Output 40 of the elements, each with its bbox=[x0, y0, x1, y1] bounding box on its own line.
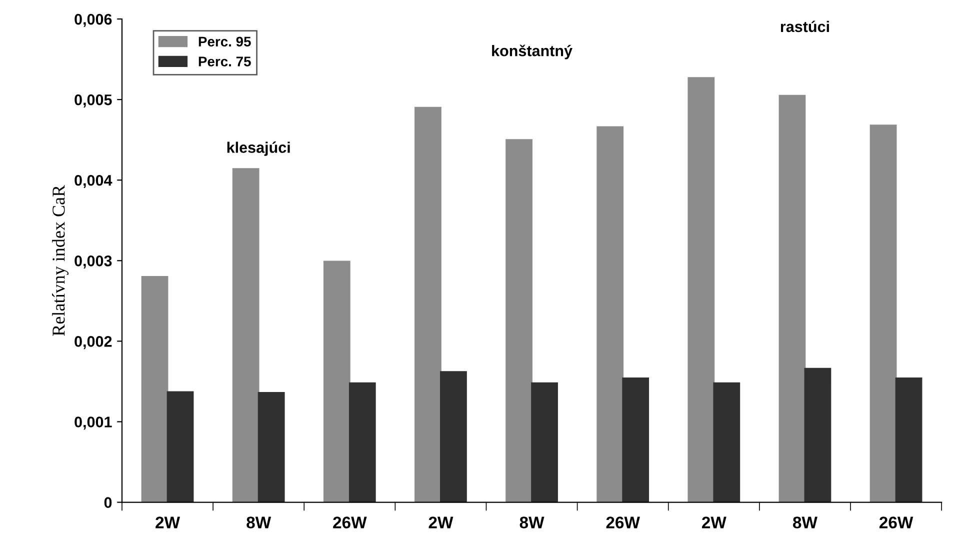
bar bbox=[895, 378, 922, 502]
bar bbox=[622, 378, 650, 502]
x-tick-label: 2W bbox=[428, 516, 454, 528]
y-axis-title: Relatívny index CaR bbox=[52, 184, 68, 336]
bar bbox=[348, 382, 376, 502]
x-tick-label: 26W bbox=[333, 516, 367, 528]
y-tick-label: 0,002 bbox=[74, 336, 112, 350]
legend-label: Perc. 75 bbox=[198, 56, 251, 66]
bar bbox=[506, 139, 532, 502]
bar bbox=[141, 276, 168, 502]
bar bbox=[166, 391, 194, 502]
bar bbox=[870, 124, 897, 502]
x-tick-label: 26W bbox=[606, 516, 640, 528]
bar bbox=[232, 168, 260, 502]
bar bbox=[440, 371, 467, 502]
bar bbox=[713, 382, 740, 502]
bar bbox=[688, 77, 715, 502]
y-tick-label: 0,003 bbox=[74, 256, 112, 269]
annotation: rastúci bbox=[780, 20, 829, 32]
bar bbox=[414, 106, 442, 502]
x-tick-label: 8W bbox=[792, 516, 818, 528]
bar bbox=[596, 126, 624, 502]
y-tick-label: 0,006 bbox=[74, 14, 112, 27]
bar bbox=[778, 94, 806, 502]
annotation: konštantný bbox=[492, 44, 572, 60]
bar bbox=[531, 382, 558, 502]
bar bbox=[258, 392, 285, 502]
annotation: klesajúci bbox=[227, 142, 290, 156]
x-tick-label: 2W bbox=[702, 516, 726, 528]
y-tick-label: 0 bbox=[104, 497, 112, 508]
y-tick-label: 0,001 bbox=[74, 416, 112, 430]
bar bbox=[323, 260, 350, 502]
x-tick-label: 8W bbox=[520, 516, 544, 528]
y-tick-label: 0,005 bbox=[74, 94, 112, 108]
y-tick-label: 0,004 bbox=[74, 174, 112, 188]
x-tick-label: 2W bbox=[156, 516, 180, 528]
x-tick-label: 8W bbox=[246, 516, 272, 528]
bar bbox=[804, 368, 832, 502]
x-tick-label: 26W bbox=[879, 516, 914, 528]
legend-label: Perc. 95 bbox=[198, 36, 251, 47]
